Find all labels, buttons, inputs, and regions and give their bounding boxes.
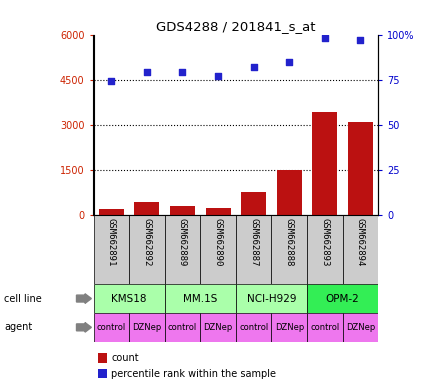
Text: GSM662892: GSM662892: [142, 218, 151, 267]
Bar: [200, 313, 236, 342]
Bar: [307, 313, 343, 342]
Text: NCI-H929: NCI-H929: [247, 293, 296, 304]
Text: GSM662888: GSM662888: [285, 218, 294, 267]
Text: OPM-2: OPM-2: [326, 293, 360, 304]
Point: [108, 78, 115, 84]
Bar: [164, 313, 200, 342]
Text: KMS18: KMS18: [111, 293, 147, 304]
Point: [321, 35, 328, 41]
Bar: [94, 215, 129, 284]
Title: GDS4288 / 201841_s_at: GDS4288 / 201841_s_at: [156, 20, 316, 33]
Bar: [272, 313, 307, 342]
Bar: [343, 215, 378, 284]
Bar: [312, 112, 337, 215]
Bar: [200, 215, 236, 284]
Text: MM.1S: MM.1S: [183, 293, 218, 304]
Text: GSM662894: GSM662894: [356, 218, 365, 267]
Bar: [129, 313, 164, 342]
Text: control: control: [310, 323, 340, 332]
Bar: [343, 313, 378, 342]
Text: GSM662887: GSM662887: [249, 218, 258, 267]
Bar: [272, 215, 307, 284]
Bar: [164, 284, 236, 313]
Text: cell line: cell line: [4, 293, 42, 304]
Text: count: count: [111, 353, 139, 363]
Text: control: control: [239, 323, 268, 332]
Point: [357, 37, 364, 43]
Text: GSM662889: GSM662889: [178, 218, 187, 267]
Text: agent: agent: [4, 322, 32, 333]
Point: [286, 58, 293, 65]
Text: DZNep: DZNep: [346, 323, 375, 332]
Text: DZNep: DZNep: [204, 323, 233, 332]
Bar: [277, 170, 302, 215]
Bar: [236, 284, 307, 313]
Point: [215, 73, 221, 79]
Text: DZNep: DZNep: [132, 323, 162, 332]
Point: [179, 70, 186, 76]
Text: GSM662891: GSM662891: [107, 218, 116, 267]
Bar: [348, 122, 373, 215]
Text: percentile rank within the sample: percentile rank within the sample: [111, 369, 276, 379]
Bar: [241, 192, 266, 215]
Text: GSM662893: GSM662893: [320, 218, 329, 267]
Bar: [236, 313, 272, 342]
Text: DZNep: DZNep: [275, 323, 304, 332]
Bar: [94, 284, 164, 313]
Point: [144, 70, 150, 76]
Bar: [134, 202, 159, 215]
Bar: [99, 209, 124, 215]
Bar: [236, 215, 272, 284]
Bar: [206, 207, 230, 215]
Bar: [307, 284, 378, 313]
Bar: [129, 215, 164, 284]
Text: GSM662890: GSM662890: [214, 218, 223, 267]
Point: [250, 64, 257, 70]
Bar: [170, 206, 195, 215]
Bar: [307, 215, 343, 284]
Bar: [164, 215, 200, 284]
Text: control: control: [96, 323, 126, 332]
Bar: [94, 313, 129, 342]
Text: control: control: [168, 323, 197, 332]
